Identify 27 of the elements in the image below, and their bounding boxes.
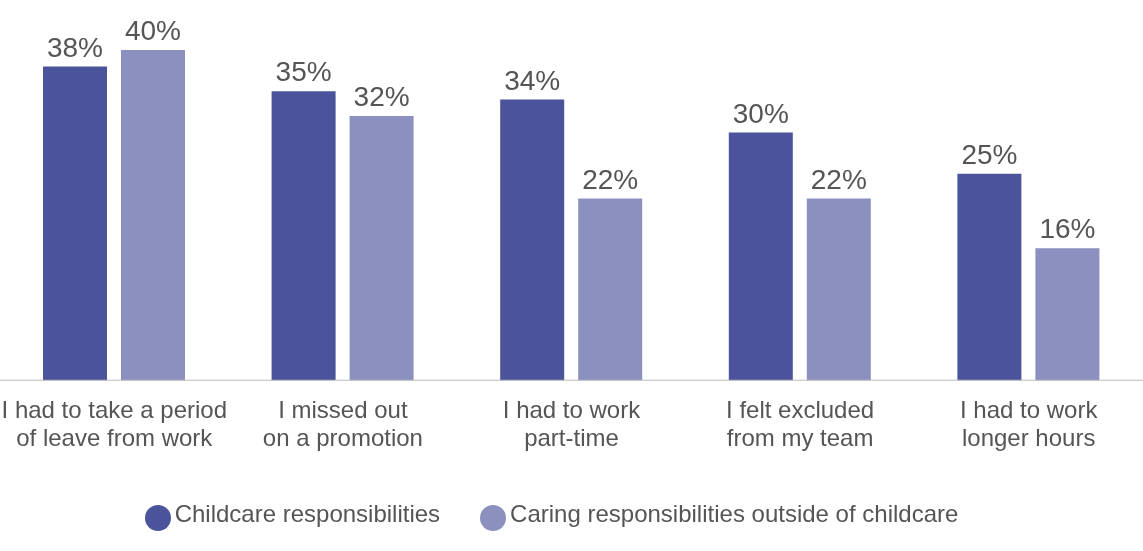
x-tick-label: I had to work longer hours <box>960 396 1099 452</box>
data-label: 16% <box>1039 213 1096 245</box>
bar <box>806 198 871 381</box>
x-tick-label: I felt excluded from my team <box>726 396 875 452</box>
data-label: 40% <box>124 15 182 46</box>
legend-label: Caring responsibilities outside of childcare <box>510 500 959 528</box>
bar <box>349 116 414 381</box>
bar <box>728 132 793 381</box>
bar <box>271 91 336 381</box>
data-label: 25% <box>961 138 1018 170</box>
bar <box>957 173 1022 381</box>
data-label: 22% <box>810 163 867 195</box>
x-tick-label: I had to work part-time <box>502 396 642 452</box>
bar <box>1035 248 1100 381</box>
bar <box>43 66 107 381</box>
data-label: 32% <box>353 81 410 113</box>
legend-label: Childcare responsibilities <box>174 500 441 528</box>
data-label: 34% <box>504 64 561 96</box>
x-tick-label: I missed out on a promotion <box>262 396 423 452</box>
x-tick-label: I had to take a period of leave from work <box>1 396 228 452</box>
bar <box>500 99 565 381</box>
bar <box>578 198 643 381</box>
data-label: 35% <box>275 56 332 88</box>
bar <box>121 50 185 381</box>
data-label: 22% <box>582 163 639 195</box>
data-label: 38% <box>46 31 104 63</box>
data-label: 30% <box>732 97 789 129</box>
